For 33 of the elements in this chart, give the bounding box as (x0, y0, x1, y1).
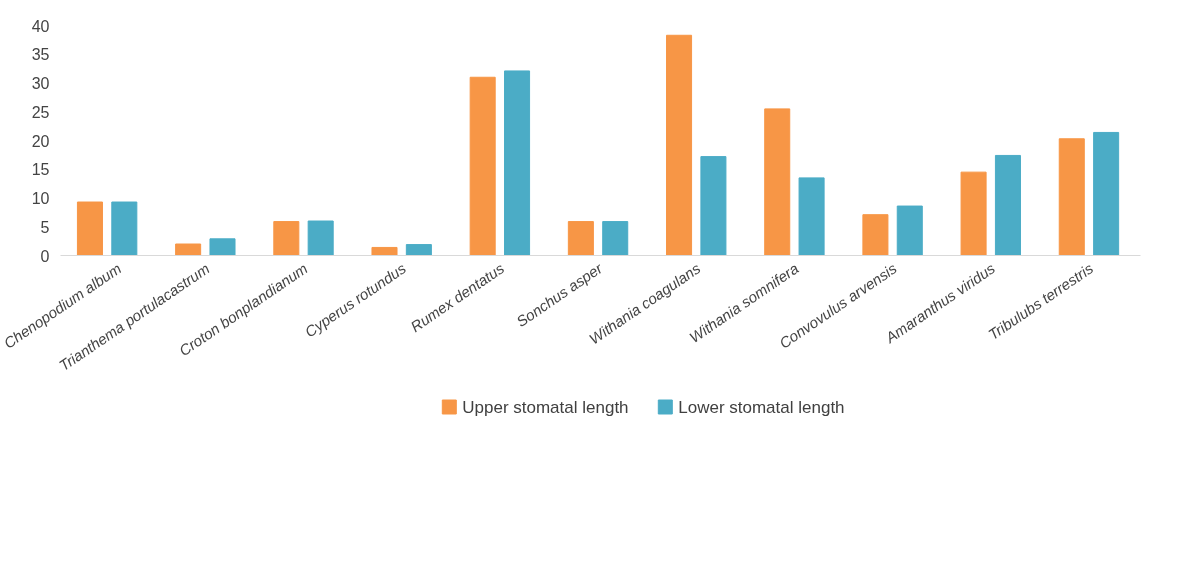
bar (76, 201, 103, 256)
bar (1058, 138, 1085, 256)
bar (273, 221, 300, 256)
bar (567, 221, 594, 256)
bar (307, 220, 334, 256)
y-tick-label: 30 (31, 75, 50, 92)
y-tick-label: 10 (31, 190, 50, 207)
bar (666, 34, 693, 256)
bar (111, 201, 138, 256)
bar (1093, 131, 1120, 256)
bar (371, 246, 398, 256)
y-tick-label: 20 (31, 132, 50, 150)
legend-label: Lower stomatal length (678, 397, 845, 417)
bar (960, 171, 987, 256)
bar (175, 243, 202, 256)
bar (469, 76, 496, 256)
y-tick-label: 15 (31, 161, 50, 179)
y-tick-label: 35 (31, 46, 50, 64)
bar (896, 205, 923, 256)
bar (209, 238, 236, 256)
legend-label: Upper stomatal length (462, 397, 629, 417)
bar (862, 214, 889, 256)
bar (798, 177, 825, 256)
y-tick-label: 5 (40, 218, 50, 236)
bar (700, 156, 727, 256)
bar (764, 108, 791, 256)
y-tick-label: 40 (31, 17, 50, 35)
bar (504, 70, 531, 256)
y-tick-label: 25 (31, 103, 50, 121)
y-tick-label: 0 (40, 247, 50, 265)
bar (602, 221, 629, 256)
bar (405, 244, 432, 256)
bar (994, 154, 1021, 256)
